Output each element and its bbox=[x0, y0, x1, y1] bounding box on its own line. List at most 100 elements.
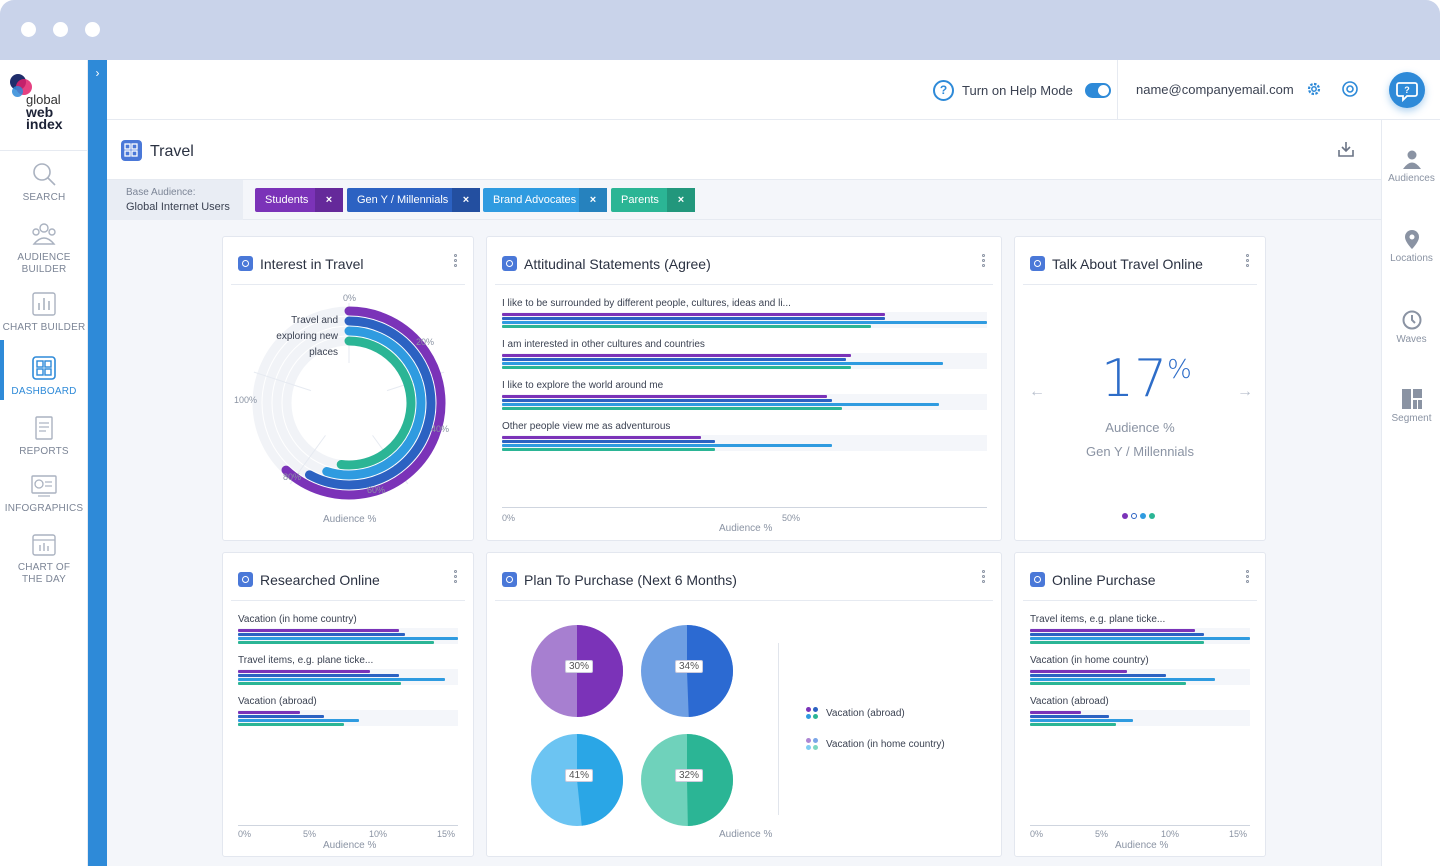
bar-segment[interactable] bbox=[502, 325, 871, 328]
bar-segment[interactable] bbox=[502, 399, 832, 402]
bar-segment[interactable] bbox=[502, 407, 842, 410]
bar-segment[interactable] bbox=[502, 448, 716, 451]
rightnav-segment[interactable]: Segment bbox=[1382, 388, 1440, 424]
bar-segment[interactable] bbox=[1030, 715, 1110, 718]
bar-segment[interactable] bbox=[502, 403, 939, 406]
dashboard-title-icon bbox=[121, 140, 142, 161]
bar-segment[interactable] bbox=[238, 682, 401, 685]
title-bar bbox=[0, 0, 1440, 60]
window-dot-close[interactable] bbox=[21, 22, 36, 37]
bar-segment[interactable] bbox=[1030, 641, 1204, 644]
bar-segment[interactable] bbox=[238, 629, 399, 632]
pie-slice-dark[interactable] bbox=[577, 734, 623, 826]
bar-segment[interactable] bbox=[502, 366, 852, 369]
card-menu-icon[interactable] bbox=[982, 254, 986, 268]
bar-segment[interactable] bbox=[238, 715, 324, 718]
help-mode-toggle[interactable] bbox=[1084, 83, 1111, 98]
bar-segment[interactable] bbox=[502, 317, 886, 320]
bar-segment[interactable] bbox=[238, 633, 406, 636]
settings-gear-icon[interactable] bbox=[1305, 80, 1323, 98]
bar-segment[interactable] bbox=[1030, 678, 1215, 681]
rightnav-locations[interactable]: Locations bbox=[1382, 228, 1440, 264]
bar-segment[interactable] bbox=[502, 436, 701, 439]
card-menu-icon[interactable] bbox=[1246, 254, 1250, 268]
window-dot-maximize[interactable] bbox=[85, 22, 100, 37]
bar-segment[interactable] bbox=[1030, 719, 1134, 722]
bar-segment[interactable] bbox=[502, 313, 886, 316]
download-icon[interactable] bbox=[1337, 140, 1355, 158]
bar-segment[interactable] bbox=[238, 723, 344, 726]
bar-segment[interactable] bbox=[1030, 629, 1195, 632]
bar-segment[interactable] bbox=[1030, 682, 1187, 685]
user-email[interactable]: name@companyemail.com bbox=[1136, 82, 1294, 97]
rightnav-waves[interactable]: Waves bbox=[1382, 309, 1440, 345]
bar-segment[interactable] bbox=[502, 362, 944, 365]
sidebar-toggle[interactable]: › bbox=[88, 60, 107, 866]
chip-gen-y-close-icon[interactable]: × bbox=[452, 188, 480, 212]
bar-segment[interactable] bbox=[1030, 670, 1127, 673]
bar-segment[interactable] bbox=[1030, 723, 1116, 726]
pie-slice-dark[interactable] bbox=[687, 734, 733, 826]
legend-vacation-home[interactable]: Vacation (in home country) bbox=[806, 738, 945, 750]
chip-gen-y-millennials[interactable]: Gen Y / Millennials × bbox=[347, 188, 480, 212]
support-lifebuoy-icon[interactable] bbox=[1341, 80, 1359, 98]
pager-dot-4[interactable] bbox=[1149, 513, 1155, 519]
card-menu-icon[interactable] bbox=[982, 570, 986, 584]
nav-dashboard[interactable]: DASHBOARD bbox=[0, 340, 88, 400]
bar-segment[interactable] bbox=[502, 354, 852, 357]
radial-arc[interactable] bbox=[336, 336, 416, 470]
bar-segment[interactable] bbox=[1030, 674, 1167, 677]
bar-segment[interactable] bbox=[1030, 633, 1204, 636]
bar-segment[interactable] bbox=[238, 641, 434, 644]
bar-segment[interactable] bbox=[502, 440, 716, 443]
chip-brand-advocates[interactable]: Brand Advocates × bbox=[483, 188, 607, 212]
nav-infographics[interactable]: INFOGRAPHICS bbox=[0, 471, 88, 514]
legend-vacation-abroad[interactable]: Vacation (abroad) bbox=[806, 707, 905, 719]
chip-students-close-icon[interactable]: × bbox=[315, 188, 343, 212]
nav-search[interactable]: SEARCH bbox=[0, 160, 88, 203]
base-audience[interactable]: Base Audience: Global Internet Users bbox=[107, 180, 243, 220]
bar-segment[interactable] bbox=[1030, 711, 1081, 714]
bar-segment[interactable] bbox=[502, 321, 987, 324]
left-nav: global web index SEARCH AUDIENCE BUILDER… bbox=[0, 60, 88, 866]
chip-parents[interactable]: Parents × bbox=[611, 188, 695, 212]
pager-dot-3[interactable] bbox=[1140, 513, 1146, 519]
card-menu-icon[interactable] bbox=[454, 570, 458, 584]
logo-circle-blue bbox=[12, 86, 23, 97]
bar-segment[interactable] bbox=[502, 444, 832, 447]
bar-segment[interactable] bbox=[238, 678, 445, 681]
rightnav-audiences[interactable]: Audiences bbox=[1382, 148, 1440, 184]
pager-dot-2[interactable] bbox=[1131, 513, 1137, 519]
bar-segment[interactable] bbox=[238, 719, 359, 722]
next-arrow-icon[interactable]: → bbox=[1237, 383, 1253, 400]
bar-row-label: Other people view me as adventurous bbox=[502, 421, 671, 432]
nav-chart-builder[interactable]: CHART BUILDER bbox=[0, 290, 88, 333]
bar-segment[interactable] bbox=[1030, 637, 1250, 640]
chip-parents-close-icon[interactable]: × bbox=[667, 188, 695, 212]
bar-segment[interactable] bbox=[238, 674, 399, 677]
chip-brand-advocates-close-icon[interactable]: × bbox=[579, 188, 607, 212]
pie-slice-dark[interactable] bbox=[687, 625, 734, 717]
radial-arc[interactable] bbox=[322, 326, 426, 480]
pager-dot-1[interactable] bbox=[1122, 513, 1128, 519]
radial-tick-100: 100% bbox=[234, 395, 258, 405]
window-dot-minimize[interactable] bbox=[53, 22, 68, 37]
chat-button[interactable]: ? bbox=[1389, 72, 1425, 108]
bar-segment[interactable] bbox=[238, 637, 458, 640]
bar-segment[interactable] bbox=[502, 395, 827, 398]
nav-reports[interactable]: REPORTS bbox=[0, 414, 88, 457]
nav-audience-builder[interactable]: AUDIENCE BUILDER bbox=[0, 220, 88, 276]
radial-arc[interactable] bbox=[281, 306, 446, 500]
chip-students[interactable]: Students × bbox=[255, 188, 343, 212]
logo[interactable]: global web index bbox=[10, 74, 80, 134]
bar-segment[interactable] bbox=[238, 711, 300, 714]
nav-chart-of-the-day[interactable]: CHART OF THE DAY bbox=[0, 530, 88, 586]
card-menu-icon[interactable] bbox=[1246, 570, 1250, 584]
prev-arrow-icon[interactable]: ← bbox=[1029, 383, 1045, 400]
pie-slice-dark[interactable] bbox=[577, 625, 623, 717]
bar-segment[interactable] bbox=[238, 670, 370, 673]
help-mode[interactable]: ? Turn on Help Mode bbox=[933, 80, 1111, 101]
card-menu-icon[interactable] bbox=[454, 254, 458, 268]
radial-arc[interactable] bbox=[304, 316, 436, 490]
bar-segment[interactable] bbox=[502, 358, 847, 361]
